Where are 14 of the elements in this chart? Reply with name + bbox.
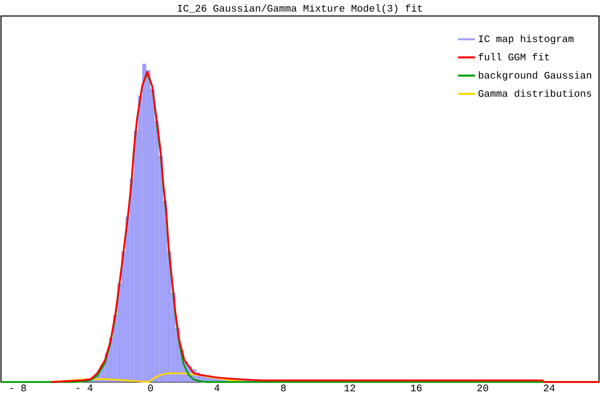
x-tick-label: 16	[411, 384, 422, 392]
x-tick-label: 0	[148, 384, 153, 392]
legend-label: Gamma distributions	[478, 90, 592, 97]
x-tick-label: 8	[281, 384, 286, 392]
x-tick-label: - 8	[10, 384, 26, 392]
x-tick-label: 24	[544, 384, 555, 392]
legend-label: IC map histogram	[478, 34, 574, 44]
x-tick-label: 12	[344, 384, 356, 392]
x-tick-label: 4	[214, 384, 220, 392]
legend-label: background Gaussian	[478, 71, 592, 81]
chart-title: IC_26 Gaussian/Gamma Mixture Model(3) fit	[178, 4, 422, 14]
x-tick-label: - 4	[76, 384, 93, 392]
x-tick-label: 20	[477, 384, 488, 392]
legend-label: full GGM fit	[478, 53, 549, 60]
